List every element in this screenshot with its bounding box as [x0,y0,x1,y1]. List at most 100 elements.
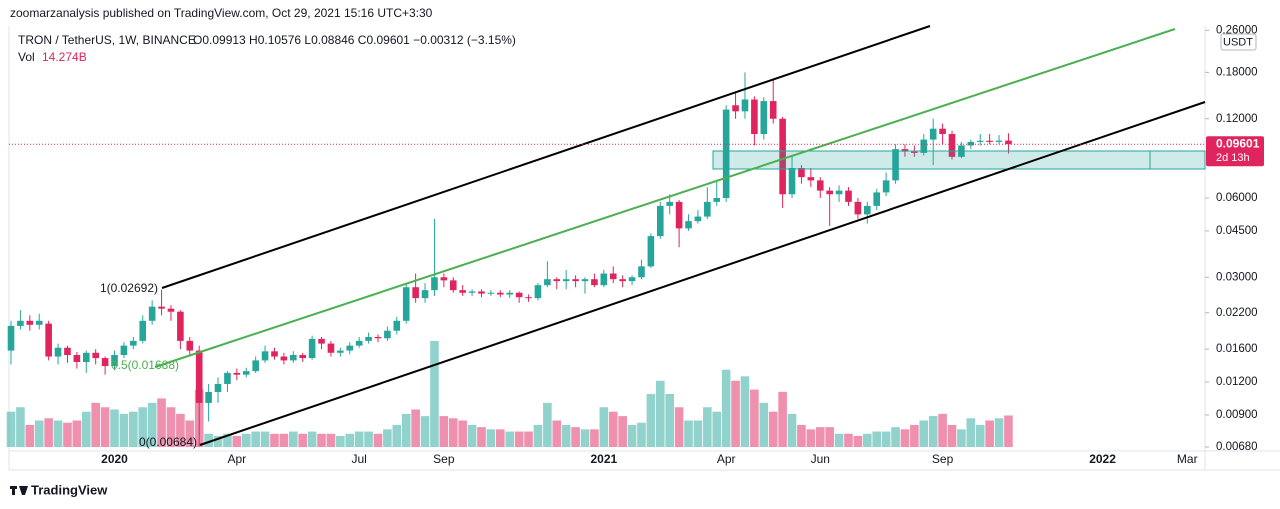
volume-bar [815,427,825,447]
volume-bar [223,433,232,447]
volume-bar [590,429,599,447]
candle-body [835,190,843,195]
volume-bar [298,433,308,447]
candle-body [82,352,90,362]
candle-body [54,347,62,357]
volume-bar [947,424,957,447]
volume-bar [279,433,289,447]
candle-body [421,290,429,299]
candle-body [271,351,278,357]
candle-body [704,201,711,217]
candle-body [854,201,862,215]
volume-bar [119,413,129,447]
volume-bar [731,380,740,447]
volume-bar [110,409,119,447]
candle-body [346,345,354,351]
candle-body [64,347,71,356]
candle-body [515,292,523,298]
volume-bar [938,413,947,447]
candle-body [628,277,636,282]
volume-bar [543,402,552,447]
candle-body [355,340,363,346]
candle-body [487,292,495,294]
volume-bar [514,431,524,447]
candle-body [497,292,504,295]
candle-body [45,323,52,357]
candle-body [581,279,589,282]
candle-layer [7,72,1012,447]
publisher: zoomarzanalysis published on TradingView… [10,6,433,20]
candle-body [73,355,81,362]
candle-body [478,291,485,294]
candle-body [722,109,730,198]
volume-bar [844,433,853,447]
y-tick-label: 0.00680 [1216,441,1258,453]
candle-body [920,139,928,153]
volume-bar [204,433,213,447]
candle-body [365,336,372,341]
volume-bar [100,407,110,447]
candle-body [600,273,608,286]
volume-bar [477,427,486,447]
candle-body [440,277,448,281]
footer-logo: TradingView [31,482,108,497]
volume-bar [486,429,496,447]
volume-bar [6,411,16,447]
candle-body [148,306,156,321]
y-tick-label: 0.00900 [1216,409,1258,421]
fib-label: 0(0.00684) [139,435,197,449]
volume-bar [966,418,976,447]
volume-bar [797,424,806,447]
volume-bar [411,409,420,447]
volume-bar [392,424,402,447]
candle-body [807,177,815,181]
channel-lower [199,101,1206,446]
candle-body [214,383,222,392]
candle-body [468,291,476,293]
candle-body [299,355,307,359]
volume-bar [270,433,279,447]
candle-body [402,287,410,321]
candle-body [327,343,335,353]
candle-body [544,279,551,286]
volume-bar [834,433,844,447]
volume-bar [919,420,929,447]
x-tick-label: Apr [717,452,736,466]
volume-bar [16,407,25,447]
volume-bar [467,424,477,447]
currency-box [1220,33,1257,51]
candle-body [995,140,1003,142]
candle-body [506,292,514,295]
volume-bar [307,431,317,447]
x-tick-label: Sep [433,452,455,466]
candle-body [751,99,758,135]
candle-body [929,128,937,140]
candle-body [864,205,871,215]
volume-bar [684,420,693,447]
volume-bar [580,429,590,447]
candle-body [101,358,109,367]
volume-bar [354,431,364,447]
logo-icon [10,486,28,495]
volume-bar [646,394,656,447]
volume-bar [336,435,345,447]
volume-bar [260,431,270,447]
volume-bar [430,341,439,447]
volume-bar [599,407,609,447]
candle-body [374,336,382,339]
channel-median [154,28,1176,368]
volume-bar [34,420,44,447]
candle-body [892,149,899,181]
volume-bar [957,429,966,447]
support-zone [712,150,1206,170]
volume-bar [138,407,148,447]
volume-bar [91,402,100,447]
volume-bar [157,398,166,447]
candle-body [798,167,805,178]
candle-body [986,140,993,142]
volume-bar [44,418,53,447]
volume-bar [147,402,157,447]
volume-bar [721,369,731,447]
volume-bar [448,418,458,447]
fib-label: 1(0.02692) [100,281,158,295]
